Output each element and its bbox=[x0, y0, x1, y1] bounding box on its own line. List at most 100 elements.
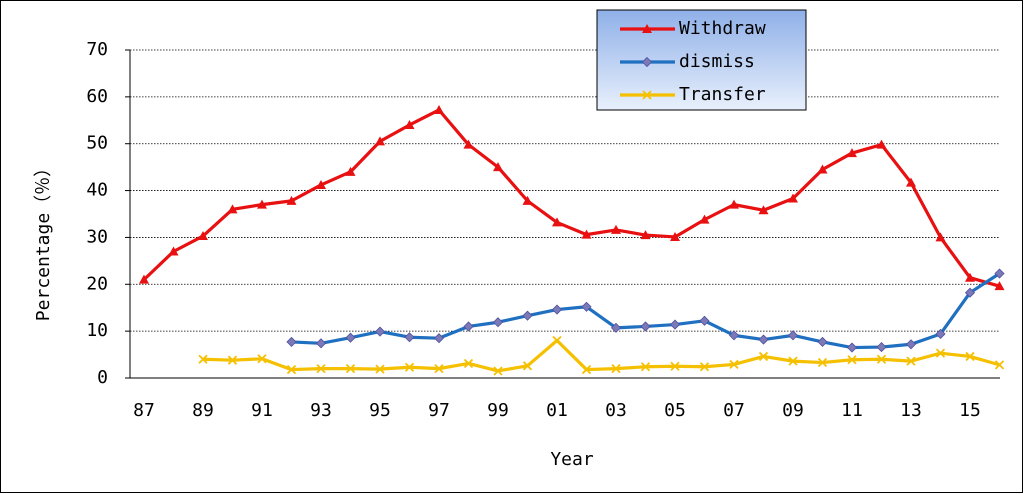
marker bbox=[699, 362, 710, 372]
marker bbox=[434, 104, 444, 114]
x-tick-label: 05 bbox=[664, 400, 686, 421]
x-tick-label: 99 bbox=[487, 400, 509, 421]
series-line bbox=[202, 338, 1000, 373]
x-tick-label: 03 bbox=[605, 400, 627, 421]
x-tick-label: 95 bbox=[369, 400, 391, 421]
marker bbox=[581, 229, 592, 239]
marker bbox=[345, 363, 356, 374]
marker bbox=[788, 356, 798, 366]
marker bbox=[935, 328, 946, 340]
marker bbox=[316, 179, 326, 189]
x-tick-label: 15 bbox=[959, 400, 981, 421]
marker bbox=[640, 321, 651, 332]
legend-box bbox=[596, 9, 807, 111]
marker bbox=[581, 364, 592, 375]
marker bbox=[847, 148, 857, 158]
marker bbox=[257, 354, 267, 364]
x-tick-label: 91 bbox=[251, 400, 273, 421]
marker bbox=[758, 205, 769, 215]
marker bbox=[286, 364, 297, 375]
y-tick-label: 10 bbox=[86, 320, 108, 341]
x-tick-label: 89 bbox=[192, 400, 214, 421]
marker bbox=[817, 164, 828, 174]
marker bbox=[611, 224, 621, 234]
marker bbox=[935, 348, 946, 358]
marker bbox=[670, 231, 680, 241]
x-tick-label: 07 bbox=[723, 400, 745, 421]
marker bbox=[463, 358, 474, 369]
marker bbox=[463, 321, 474, 332]
y-axis-label: Percentage（％） bbox=[33, 159, 54, 321]
marker bbox=[227, 204, 238, 214]
marker bbox=[286, 336, 297, 347]
series-line bbox=[142, 108, 1000, 288]
marker bbox=[729, 199, 739, 209]
marker bbox=[788, 193, 798, 203]
marker bbox=[611, 363, 621, 374]
x-tick-label: 01 bbox=[546, 400, 568, 421]
marker bbox=[876, 354, 887, 364]
marker bbox=[640, 362, 651, 372]
marker bbox=[847, 355, 857, 365]
marker bbox=[404, 362, 415, 372]
marker bbox=[758, 351, 769, 362]
marker bbox=[168, 246, 179, 256]
x-axis-label: Year bbox=[550, 449, 594, 470]
marker bbox=[610, 322, 622, 333]
marker bbox=[286, 195, 297, 205]
marker bbox=[994, 268, 1005, 279]
marker bbox=[257, 199, 267, 209]
marker bbox=[434, 363, 444, 374]
marker bbox=[787, 330, 799, 341]
marker bbox=[846, 342, 858, 353]
marker bbox=[345, 332, 356, 343]
marker bbox=[964, 287, 976, 298]
y-tick-label: 60 bbox=[86, 86, 108, 107]
marker bbox=[139, 274, 149, 284]
marker bbox=[345, 166, 356, 176]
marker bbox=[374, 326, 386, 337]
marker bbox=[198, 354, 208, 364]
marker bbox=[670, 361, 680, 371]
marker bbox=[965, 272, 975, 282]
legend-label: dismiss bbox=[679, 51, 755, 72]
x-tick-label: 97 bbox=[428, 400, 450, 421]
marker bbox=[699, 315, 710, 326]
marker bbox=[522, 361, 533, 371]
x-tick-label: 09 bbox=[782, 400, 804, 421]
y-tick-label: 70 bbox=[86, 39, 108, 60]
marker bbox=[817, 336, 828, 347]
marker bbox=[552, 335, 562, 346]
marker bbox=[522, 195, 533, 205]
marker bbox=[375, 136, 385, 146]
marker bbox=[906, 177, 916, 187]
marker bbox=[729, 359, 739, 370]
marker bbox=[492, 317, 504, 328]
marker bbox=[876, 139, 887, 149]
marker bbox=[640, 230, 651, 240]
legend-label: Withdraw bbox=[679, 18, 766, 39]
marker bbox=[906, 356, 916, 366]
marker bbox=[404, 332, 415, 343]
marker bbox=[493, 162, 503, 172]
marker bbox=[404, 119, 415, 129]
marker bbox=[935, 232, 946, 242]
marker bbox=[758, 334, 769, 345]
marker bbox=[642, 24, 652, 33]
marker bbox=[433, 333, 445, 344]
y-tick-label: 30 bbox=[86, 226, 108, 247]
marker bbox=[316, 363, 326, 374]
marker bbox=[728, 330, 740, 341]
marker bbox=[641, 56, 653, 68]
marker bbox=[315, 338, 327, 349]
marker bbox=[551, 304, 563, 315]
marker bbox=[463, 139, 474, 149]
marker bbox=[227, 355, 238, 365]
marker bbox=[965, 351, 975, 362]
x-tick-label: 11 bbox=[841, 400, 863, 421]
marker bbox=[994, 360, 1005, 370]
y-tick-label: 20 bbox=[86, 273, 108, 294]
